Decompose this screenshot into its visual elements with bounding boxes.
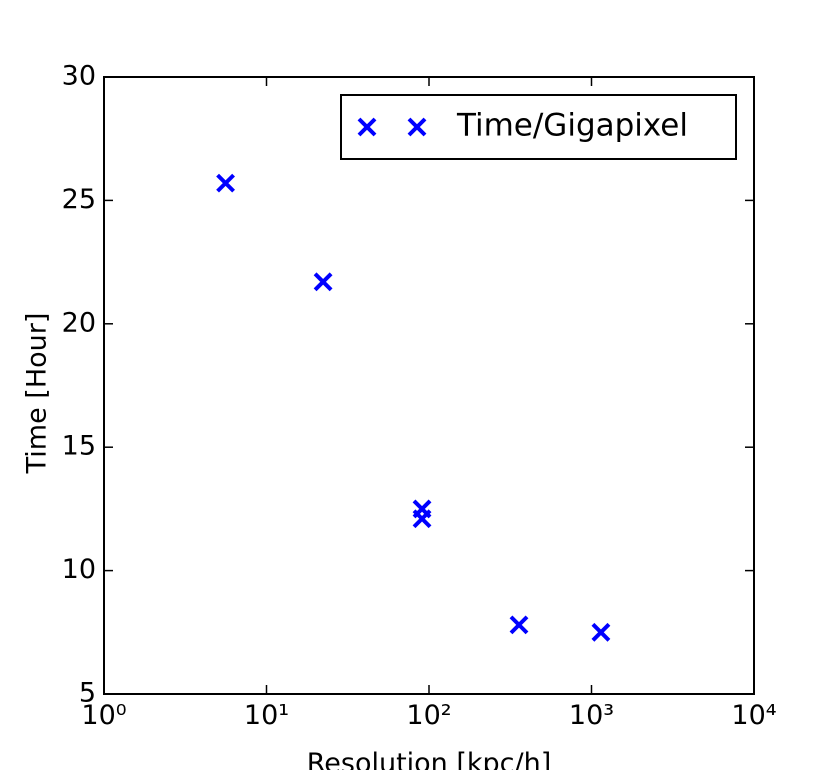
point — [313, 272, 333, 292]
legend-marker — [357, 117, 377, 137]
legend-marker — [407, 117, 427, 137]
point — [591, 622, 611, 642]
point — [412, 509, 432, 529]
y-tick-label: 25 — [62, 184, 96, 215]
point — [216, 173, 235, 193]
x-tick-label: 10³ — [569, 700, 614, 731]
y-axis-label: Time [Hour] — [22, 313, 53, 475]
x-tick-label: 10¹ — [244, 700, 289, 731]
plot-area — [103, 76, 755, 695]
y-tick-label: 5 — [79, 678, 96, 709]
y-tick-label: 20 — [62, 307, 96, 338]
legend-box — [340, 94, 737, 160]
point — [509, 615, 529, 635]
x-tick-label: 10⁴ — [731, 700, 776, 731]
legend-label: Time/Gigapixel — [456, 108, 688, 144]
y-tick-label: 15 — [62, 431, 96, 462]
x-tick-label: 10² — [406, 700, 451, 731]
y-tick-label: 10 — [62, 554, 96, 585]
x-axis-label: Resolution [kpc/h] — [307, 748, 552, 770]
x-tick-label: 10⁰ — [81, 700, 126, 731]
y-tick-label: 30 — [62, 61, 96, 92]
